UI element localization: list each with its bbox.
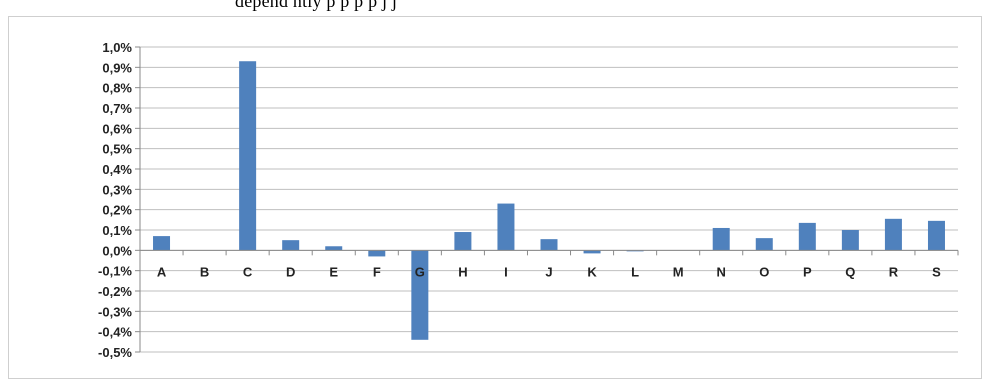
y-tick-label: 0,9%	[102, 60, 132, 75]
bar-J	[540, 239, 558, 251]
y-tick-label: 0,0%	[102, 243, 132, 258]
bar-I	[497, 203, 515, 251]
y-axis: 1,0% 0,9% 0,8% 0,7% 0,6% 0,5% 0,4% 0,3% 0,2% 0,1%…	[98, 40, 141, 360]
bar-E	[325, 246, 343, 251]
bar-D	[282, 240, 300, 251]
bar-R	[884, 218, 902, 251]
bar-S	[927, 220, 945, 251]
x-tick-label-D: D	[286, 264, 295, 279]
x-tick-label-F: F	[373, 264, 381, 279]
x-tick-label-M: M	[673, 264, 684, 279]
y-tick-label: -0,1%	[98, 264, 132, 279]
bar-H	[454, 232, 472, 251]
bar-L	[626, 250, 644, 252]
y-tick-label: 1,0%	[102, 40, 132, 55]
y-tick-label: 0,3%	[102, 182, 132, 197]
chart-frame	[8, 16, 982, 379]
y-tick-label: 0,2%	[102, 203, 132, 218]
bar-C	[239, 61, 257, 251]
bar-N	[712, 227, 730, 251]
gridlines	[140, 46, 958, 353]
x-tick-label-C: C	[243, 264, 253, 279]
x-tick-label-E: E	[329, 264, 338, 279]
y-tick-label: -0,3%	[98, 304, 132, 319]
y-tick-label: -0,5%	[98, 345, 132, 360]
bar-O	[755, 238, 773, 251]
x-tick-label-Q: Q	[845, 264, 855, 279]
y-tick-label: 0,4%	[102, 162, 132, 177]
x-tick-label-B: B	[200, 264, 209, 279]
x-tick-label-S: S	[932, 264, 941, 279]
bar-Q	[841, 230, 859, 251]
x-tick-label-R: R	[889, 264, 899, 279]
y-tick-label: 0,7%	[102, 101, 132, 116]
x-tick-label-I: I	[504, 264, 508, 279]
bars	[153, 61, 945, 340]
y-tick-label: -0,4%	[98, 325, 132, 340]
y-tick-label: -0,2%	[98, 284, 132, 299]
bar-G	[411, 250, 429, 340]
x-tick-label-N: N	[717, 264, 726, 279]
clipped-header-text: depend ntly p p p p j j	[0, 0, 987, 14]
bar-K	[583, 250, 601, 254]
bar-P	[798, 222, 816, 251]
y-tick-label: 0,6%	[102, 121, 132, 136]
x-axis: A B C D E F G H I J K L M N O P Q R S	[139, 249, 959, 279]
x-tick-label-A: A	[157, 264, 167, 279]
y-tick-label: 0,5%	[102, 142, 132, 157]
x-tick-label-P: P	[803, 264, 812, 279]
x-tick-label-G: G	[415, 264, 425, 279]
y-tick-label: 0,1%	[102, 223, 132, 238]
x-tick-label-K: K	[587, 264, 597, 279]
bar-F	[368, 250, 386, 257]
bar-A	[153, 236, 171, 251]
header-text: depend ntly p p p p j j	[235, 0, 398, 11]
y-tick-label: 0,8%	[102, 81, 132, 96]
x-tick-label-O: O	[759, 264, 769, 279]
x-tick-label-L: L	[631, 264, 639, 279]
x-tick-label-J: J	[545, 264, 552, 279]
x-tick-label-H: H	[458, 264, 467, 279]
